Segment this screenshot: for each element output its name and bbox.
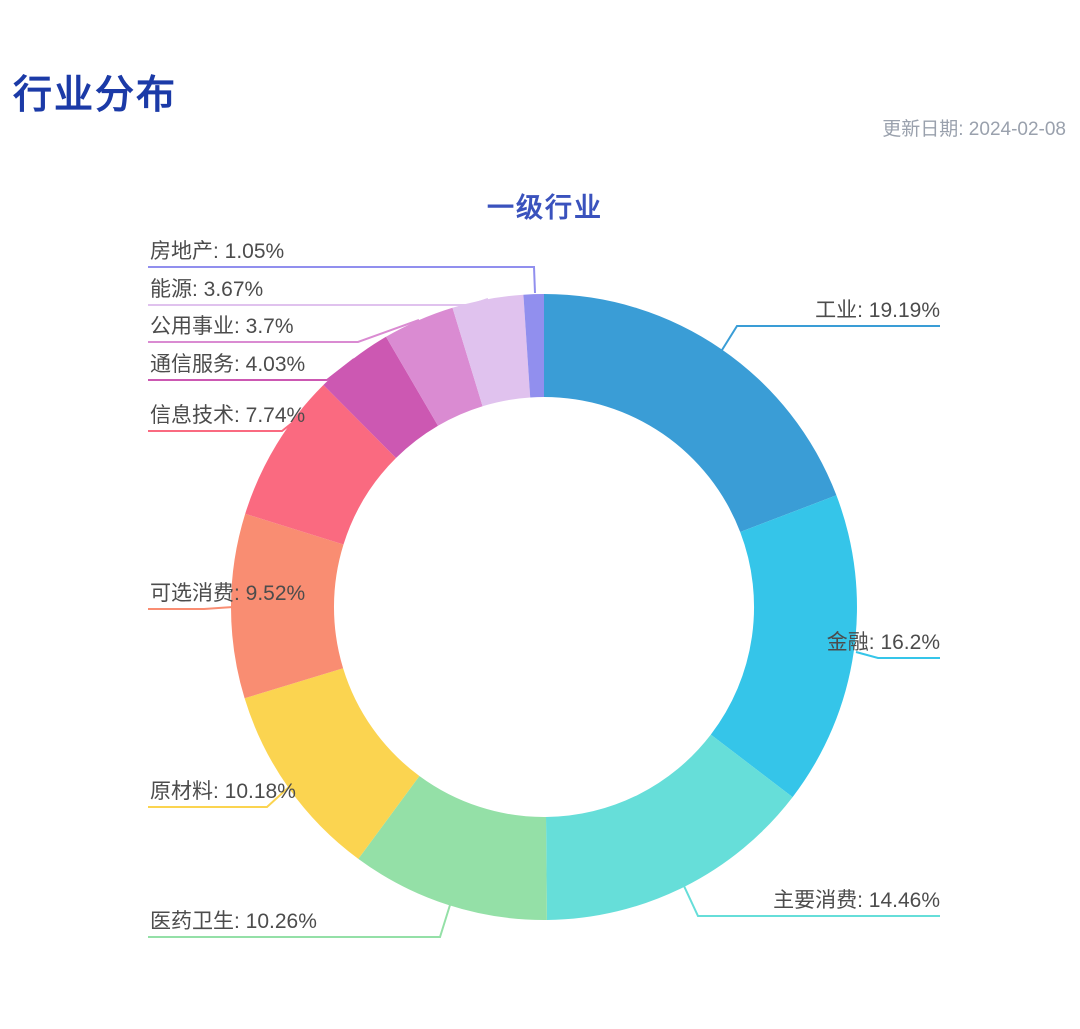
- pie-label: 信息技术: 7.74%: [150, 404, 305, 427]
- pie-slice-2[interactable]: [710, 495, 857, 798]
- pie-label-line: [148, 298, 489, 306]
- pie-slice-8[interactable]: [323, 336, 438, 458]
- pie-label: 工业: 19.19%: [815, 299, 940, 322]
- pie-label: 金融: 16.2%: [827, 631, 940, 654]
- pie-label-line: [148, 904, 451, 938]
- page-title: 行业分布: [13, 74, 178, 117]
- pie-label: 主要消费: 14.46%: [773, 889, 940, 912]
- pie-label-line: [148, 266, 536, 294]
- pie-label: 房地产: 1.05%: [150, 240, 284, 263]
- pie-label: 可选消费: 9.52%: [150, 582, 305, 605]
- pie-slice-9[interactable]: [386, 307, 483, 426]
- pie-slice-5[interactable]: [244, 668, 420, 859]
- pie-label-line: [683, 885, 940, 917]
- pie-label-line: [148, 422, 293, 432]
- pie-slice-11[interactable]: [523, 294, 544, 398]
- pie-label-line: [721, 325, 940, 351]
- pie-label-lines: [148, 266, 940, 938]
- pie-label: 原材料: 10.18%: [150, 780, 296, 803]
- pie-slice-4[interactable]: [358, 776, 547, 921]
- pie-slice-6[interactable]: [230, 513, 344, 699]
- pie-slice-3[interactable]: [546, 734, 793, 920]
- pie-label-line: [148, 786, 290, 808]
- pie-label-line: [148, 319, 420, 343]
- pie-label: 通信服务: 4.03%: [150, 353, 305, 376]
- pie-label-line: [855, 651, 940, 659]
- pie-slice-10[interactable]: [452, 294, 531, 407]
- pie-labels: 工业: 19.19% 金融: 16.2% 主要消费: 14.46% 医药卫生: 10.…: [150, 240, 940, 933]
- pie-label-line: [148, 606, 234, 610]
- pie-slices: [230, 294, 857, 921]
- pie-label: 医药卫生: 10.26%: [150, 910, 317, 933]
- update-date: 更新日期: 2024-02-08: [882, 119, 1066, 140]
- chart-title: 一级行业: [487, 192, 603, 223]
- pie-label: 能源: 3.67%: [150, 278, 263, 301]
- pie-label-line: [148, 358, 355, 381]
- pie-slice-1[interactable]: [544, 294, 837, 532]
- pie-slice-7[interactable]: [245, 385, 396, 545]
- pie-label: 公用事业: 3.7%: [150, 315, 294, 338]
